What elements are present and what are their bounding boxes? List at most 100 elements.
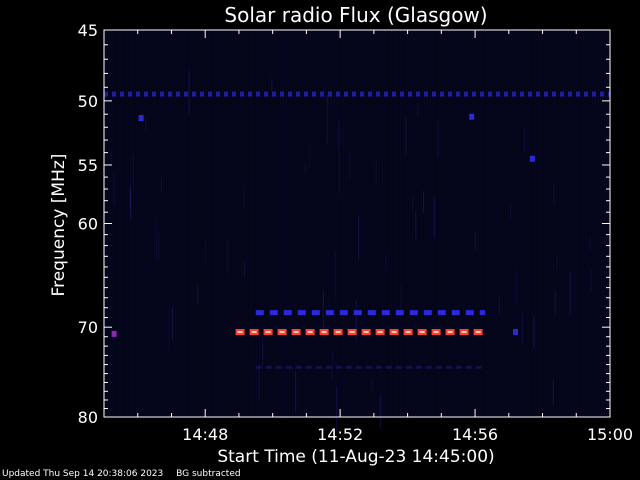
band-segment <box>367 310 376 316</box>
band-core <box>237 331 243 333</box>
streak <box>110 150 112 166</box>
band-segment <box>208 91 212 97</box>
band-segment <box>285 365 292 369</box>
streak <box>136 30 137 417</box>
band-segment <box>224 91 228 97</box>
band-segment <box>432 91 436 97</box>
streak <box>127 30 128 417</box>
streak <box>391 30 392 417</box>
band-segment <box>160 91 164 97</box>
band-segment <box>384 91 388 97</box>
band-segment <box>435 365 442 369</box>
streak <box>197 285 199 305</box>
streak <box>481 30 482 417</box>
streak <box>448 30 449 417</box>
band-segment <box>445 365 452 369</box>
streak <box>229 30 230 417</box>
streak <box>552 380 554 406</box>
streak <box>244 30 245 417</box>
streak <box>463 30 464 417</box>
streak <box>235 30 236 417</box>
band-segment <box>568 91 572 97</box>
streak <box>132 154 134 184</box>
streak <box>415 211 417 240</box>
streak <box>305 162 307 173</box>
streak <box>433 30 434 417</box>
streak <box>322 289 324 338</box>
band-segment <box>352 91 356 97</box>
streak <box>403 30 404 417</box>
streak <box>199 30 200 417</box>
streak <box>217 30 218 417</box>
streak <box>130 30 131 417</box>
streak <box>505 30 506 417</box>
streak <box>412 30 413 417</box>
band-segment <box>576 91 580 97</box>
streak <box>190 30 191 417</box>
streak <box>349 152 351 179</box>
streak <box>524 128 526 153</box>
streak <box>437 120 439 158</box>
streak <box>490 30 491 417</box>
y-tick-label: 55 <box>78 156 98 175</box>
band-core <box>307 331 313 333</box>
streak <box>502 30 503 417</box>
streak <box>355 299 357 342</box>
band-segment <box>600 91 604 97</box>
streak <box>113 171 115 206</box>
streak <box>256 30 257 417</box>
streak <box>343 30 344 417</box>
band-segment <box>488 91 492 97</box>
band-segment <box>416 91 420 97</box>
streak <box>475 30 476 417</box>
streak <box>310 30 311 417</box>
streak <box>559 30 560 417</box>
x-tick-label: 14:48 <box>182 425 228 444</box>
streak <box>316 30 317 417</box>
streak <box>583 30 584 417</box>
band-segment <box>512 91 516 97</box>
streak <box>442 30 443 417</box>
streak <box>262 30 263 417</box>
band-core <box>405 331 411 333</box>
streak <box>301 30 302 417</box>
streak <box>580 30 581 417</box>
streak <box>418 30 419 417</box>
band-segment <box>365 365 372 369</box>
streak <box>397 30 398 417</box>
band-segment <box>136 91 140 97</box>
background-streaks <box>104 30 608 432</box>
streak <box>544 30 545 417</box>
band-segment <box>320 91 324 97</box>
streak <box>574 30 575 417</box>
streak <box>142 30 143 417</box>
chart-title: Solar radio Flux (Glasgow) <box>224 3 487 27</box>
footer: Updated Thu Sep 14 20:38:06 2023 BG subt… <box>2 469 251 479</box>
streak <box>129 185 131 209</box>
streak <box>184 30 185 417</box>
streak <box>424 30 425 417</box>
streak <box>592 30 593 417</box>
streak <box>382 30 383 417</box>
band-segment <box>536 91 540 97</box>
band-segment <box>552 91 556 97</box>
streak <box>569 272 571 315</box>
streak <box>436 30 437 417</box>
band-segment <box>381 310 390 316</box>
emission-spot <box>513 329 518 335</box>
band-core <box>391 331 397 333</box>
band-segment <box>168 91 172 97</box>
streak <box>274 30 275 417</box>
streak <box>472 30 473 417</box>
updated-timestamp: Updated Thu Sep 14 20:38:06 2023 <box>2 469 164 479</box>
band-segment <box>465 365 472 369</box>
streak <box>514 30 515 417</box>
streak <box>376 30 377 417</box>
band-segment <box>344 91 348 97</box>
streak <box>388 30 389 417</box>
band-segment <box>496 91 500 97</box>
streak <box>151 30 152 417</box>
band-segment <box>269 310 278 316</box>
streak <box>118 30 119 417</box>
band-segment <box>425 365 432 369</box>
